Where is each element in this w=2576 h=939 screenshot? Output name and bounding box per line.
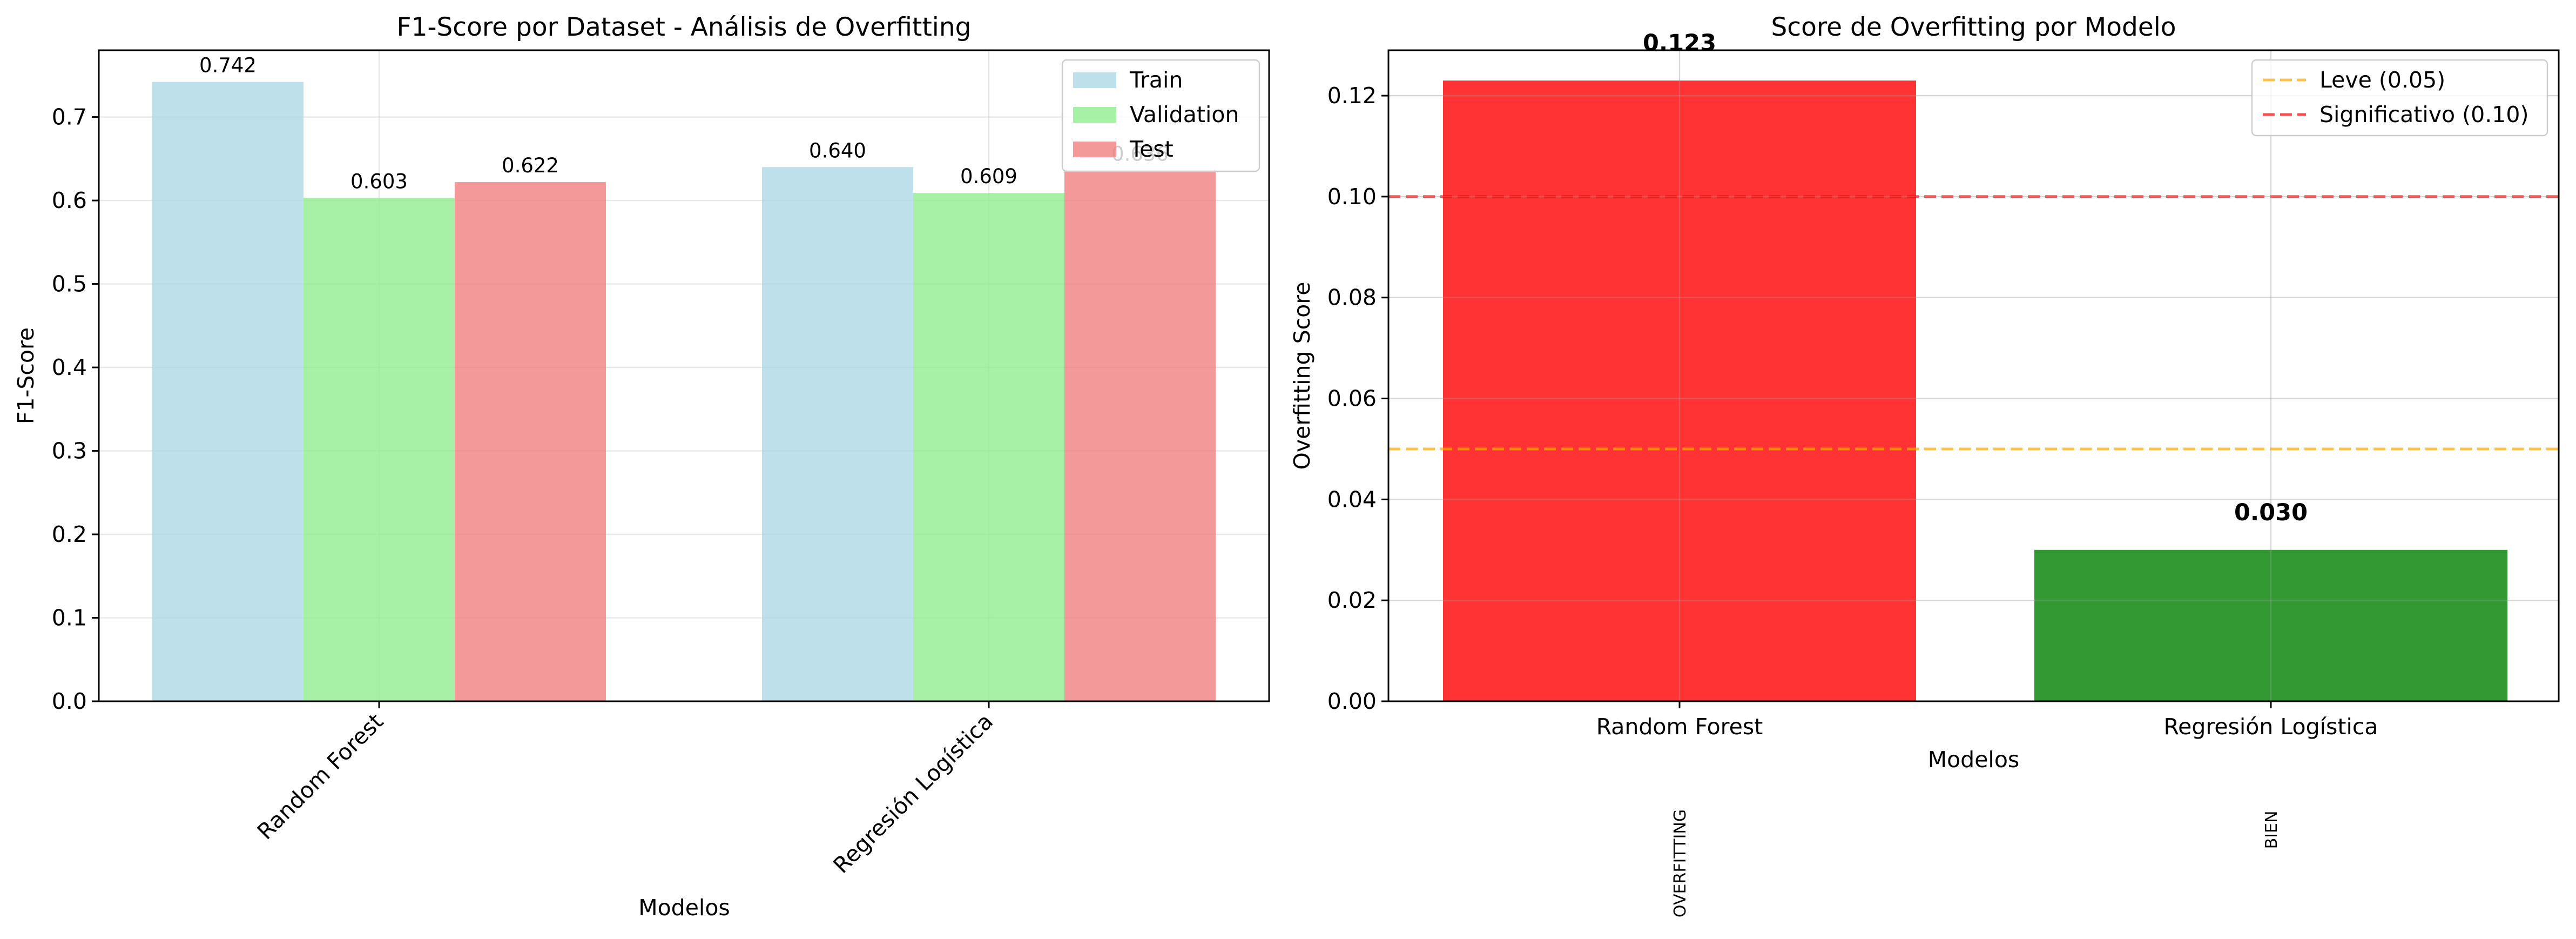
- f1-legend-swatch-test: [1073, 142, 1116, 157]
- f1-data-label-random-forest-train: 0.742: [199, 54, 257, 77]
- f1-chart-x-axis-label: Modelos: [638, 895, 730, 921]
- overfitting-status-label-bien: BIEN: [2262, 811, 2281, 849]
- overfitting-legend-box: [2251, 59, 2548, 137]
- f1-bar-regresion-logistica-test: [1064, 170, 1216, 701]
- f1-legend-label-test: Test: [1129, 136, 1174, 162]
- f1-chart-bars: [152, 82, 1216, 702]
- overfitting-data-label-random-forest: 0.123: [1643, 30, 1716, 57]
- f1-chart-title: F1-Score por Dataset - Análisis de Overf…: [397, 12, 972, 42]
- f1-bar-random-forest-test: [455, 182, 606, 702]
- overfitting-x-tick-label-regresion-logistica: Regresión Logística: [2163, 714, 2378, 740]
- f1-y-tick-label: 0.2: [52, 521, 87, 547]
- f1-legend-swatch-train: [1073, 72, 1116, 88]
- f1-chart-legend: Train Validation Test: [1061, 59, 1260, 172]
- f1-y-tick-label: 0.0: [52, 688, 87, 714]
- overfitting-y-tick-label: 0.06: [1327, 386, 1377, 412]
- f1-data-label-random-forest-validation: 0.603: [350, 170, 408, 193]
- f1-y-tick-label: 0.6: [52, 187, 87, 213]
- f1-y-tick-label: 0.1: [52, 605, 87, 631]
- overfitting-legend-label-leve-0-05: Leve (0.05): [2319, 67, 2445, 93]
- f1-legend-label-validation: Validation: [1130, 102, 1239, 128]
- overfitting-bar-regresion-logistica: [2034, 549, 2507, 701]
- overfitting-y-tick-label: 0.00: [1327, 688, 1377, 714]
- f1-chart-y-axis-label: F1-Score: [13, 327, 39, 424]
- f1-chart-y-ticks: 0.0 0.1 0.2 0.3 0.4 0.5 0.6 0.7: [52, 104, 99, 714]
- overfitting-y-tick-label: 0.08: [1327, 285, 1377, 311]
- overfitting-chart-x-axis-label: Modelos: [1928, 747, 2020, 773]
- f1-bar-regresion-logistica-validation: [913, 193, 1064, 701]
- overfitting-y-tick-label: 0.02: [1327, 587, 1377, 613]
- f1-bar-random-forest-validation: [304, 198, 455, 701]
- f1-bar-random-forest-train: [152, 82, 304, 702]
- f1-data-label-random-forest-test: 0.622: [502, 154, 559, 177]
- f1-legend-swatch-validation: [1073, 107, 1116, 123]
- f1-legend-label-train: Train: [1129, 67, 1183, 93]
- overfitting-bar-random-forest: [1443, 81, 1916, 701]
- f1-y-tick-label: 0.5: [52, 271, 87, 297]
- overfitting-legend-label-significativo-0-10: Significativo (0.10): [2319, 102, 2528, 128]
- f1-bar-regresion-logistica-train: [762, 167, 913, 701]
- overfitting-chart-y-ticks: 0.00 0.02 0.04 0.06 0.08 0.10 0.12: [1327, 83, 1388, 714]
- f1-y-tick-label: 0.3: [52, 438, 87, 464]
- f1-data-label-regresion-logistica-validation: 0.609: [960, 165, 1017, 188]
- overfitting-chart-bars: [1443, 81, 2507, 701]
- overfitting-chart-data-labels: 0.123 0.030: [1643, 30, 2308, 526]
- overfitting-chart-reference-lines: [1388, 195, 2559, 451]
- overfitting-y-tick-label: 0.10: [1327, 184, 1377, 210]
- overfitting-y-tick-label: 0.04: [1327, 486, 1377, 512]
- overfitting-chart-y-axis-label: Overfitting Score: [1289, 282, 1315, 470]
- overfitting-data-label-regresion-logistica: 0.030: [2234, 499, 2308, 526]
- overfitting-chart-status-labels: OVERFITTING BIEN: [1671, 809, 2281, 917]
- f1-data-label-regresion-logistica-train: 0.640: [809, 139, 866, 162]
- overfitting-chart-legend: Leve (0.05) Significativo (0.10): [2251, 59, 2548, 137]
- f1-y-tick-label: 0.4: [52, 354, 87, 380]
- overfitting-y-tick-label: 0.12: [1327, 83, 1377, 109]
- overfitting-chart-frame: [1387, 49, 2560, 702]
- overfitting-status-label-overfitting: OVERFITTING: [1671, 809, 1690, 917]
- overfitting-chart-x-ticks: Random Forest Regresión Logística: [1596, 701, 2378, 740]
- f1-y-tick-label: 0.7: [52, 104, 87, 130]
- overfitting-chart-title: Score de Overfitting por Modelo: [1771, 12, 2176, 42]
- overfitting-x-tick-label-random-forest: Random Forest: [1596, 714, 1763, 740]
- f1-chart-frame: [98, 49, 1270, 702]
